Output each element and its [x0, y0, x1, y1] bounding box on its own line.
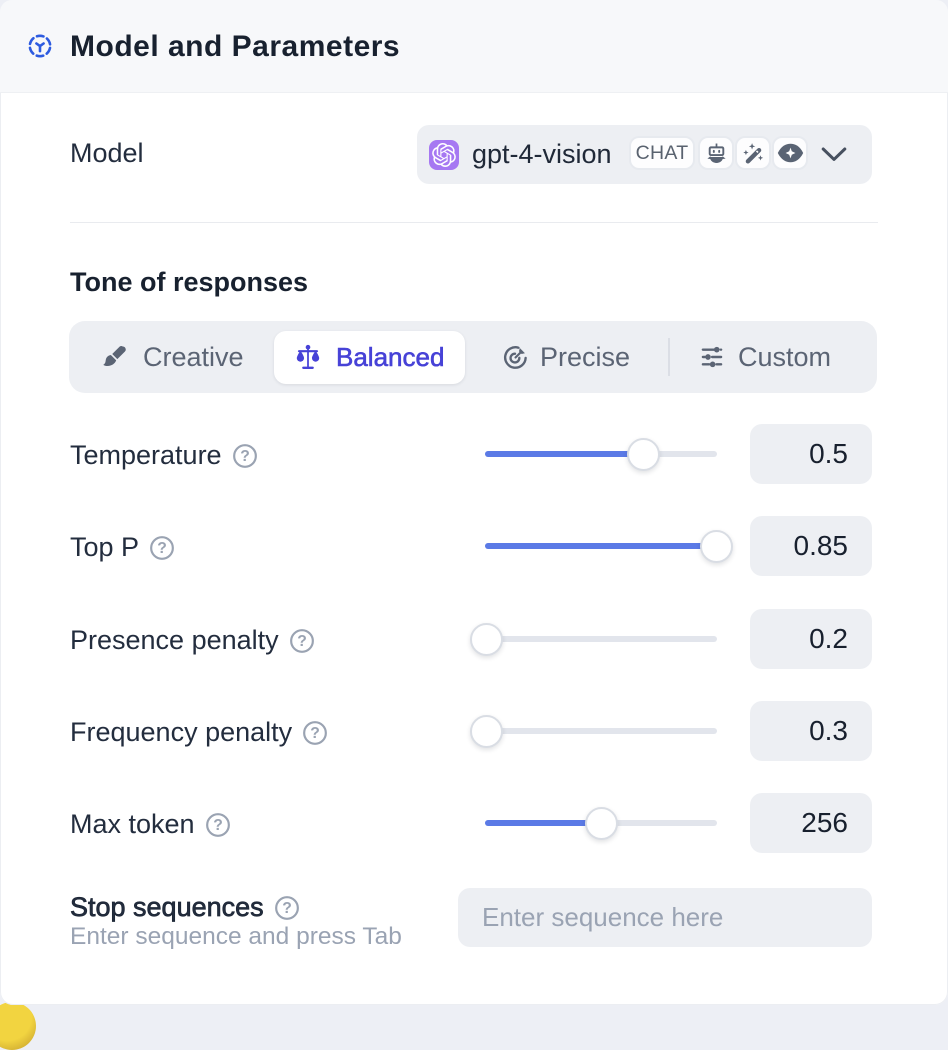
svg-text:?: ? — [157, 540, 167, 557]
svg-text:?: ? — [282, 900, 292, 917]
svg-text:?: ? — [240, 448, 250, 465]
svg-text:?: ? — [297, 633, 307, 650]
svg-text:?: ? — [310, 725, 320, 742]
svg-text:?: ? — [213, 817, 223, 834]
